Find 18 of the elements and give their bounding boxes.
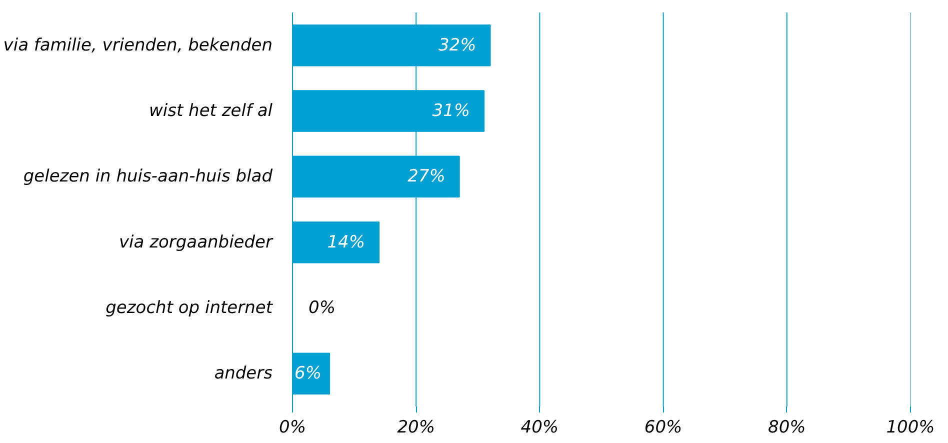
y-tick-label: wist het zelf al <box>149 101 273 121</box>
x-tick-label: 0% <box>279 418 306 438</box>
data-label: 31% <box>432 101 470 121</box>
y-tick-label: gezocht op internet <box>106 298 274 318</box>
data-label: 0% <box>308 298 336 318</box>
x-tick-label: 40% <box>520 418 559 438</box>
x-tick-label: 80% <box>768 418 806 438</box>
data-label: 32% <box>438 35 476 56</box>
data-label: 6% <box>294 364 322 384</box>
x-tick-label: 60% <box>644 418 682 438</box>
x-tick-label: 20% <box>397 418 436 438</box>
data-label: 14% <box>327 232 366 252</box>
y-tick-label: via familie, vrienden, bekenden <box>3 35 273 56</box>
y-tick-label: via zorgaanbieder <box>118 232 274 252</box>
y-tick-label: gelezen in huis-aan-huis blad <box>23 166 273 187</box>
y-tick-label: anders <box>214 364 273 384</box>
x-tick-label: 100% <box>886 418 935 438</box>
data-label: 27% <box>408 166 446 187</box>
